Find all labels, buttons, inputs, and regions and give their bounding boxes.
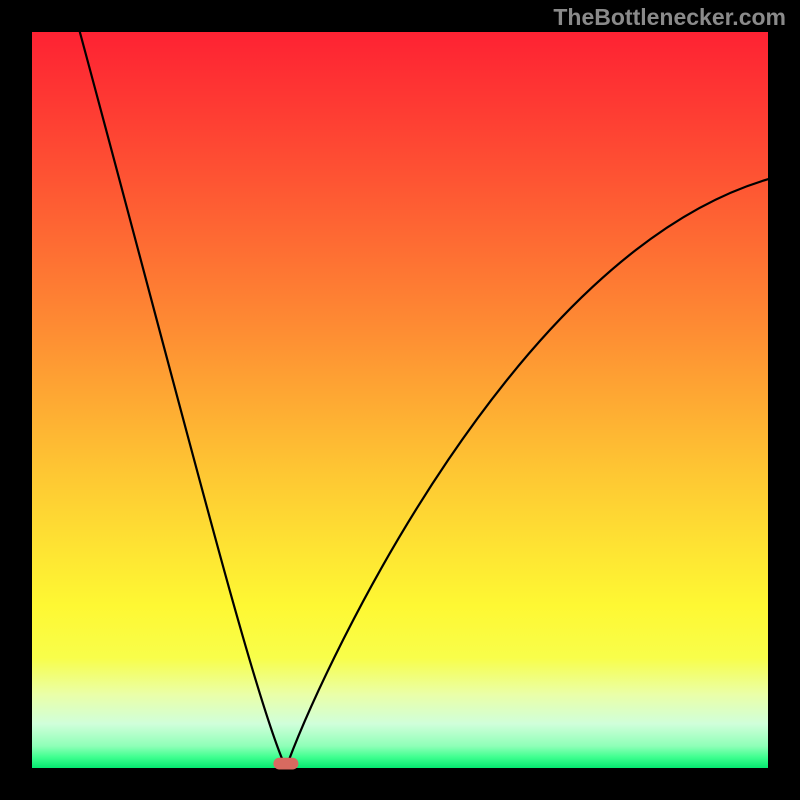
- bottleneck-chart: [0, 0, 800, 800]
- chart-container: TheBottlenecker.com: [0, 0, 800, 800]
- watermark-text: TheBottlenecker.com: [553, 4, 786, 31]
- optimal-point-marker: [273, 758, 298, 770]
- gradient-background: [32, 32, 768, 768]
